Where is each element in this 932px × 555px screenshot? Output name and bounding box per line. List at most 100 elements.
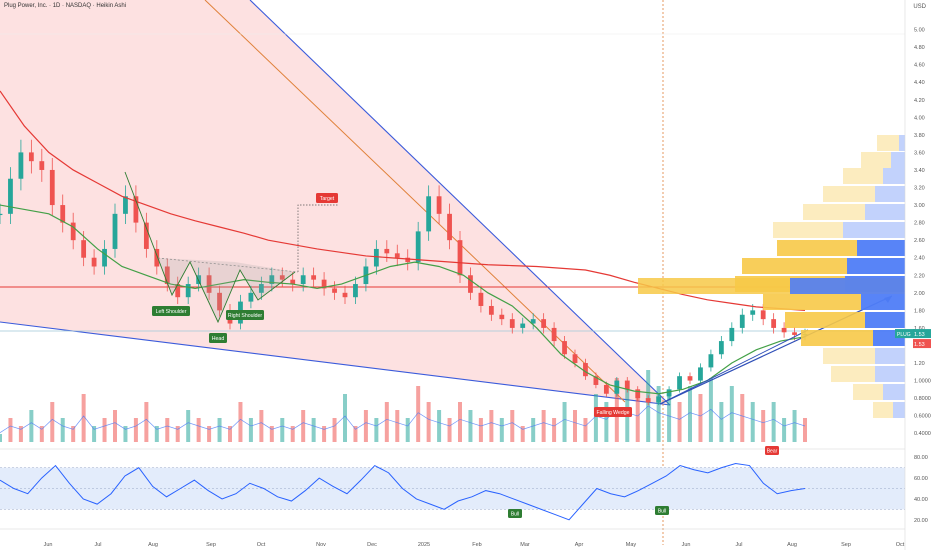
- volume-profile-bar: [801, 330, 873, 346]
- time-axis-label: Aug: [787, 542, 797, 548]
- candle-body: [426, 196, 432, 232]
- volume-bar: [165, 418, 170, 442]
- uptrend-line[interactable]: [659, 329, 809, 405]
- wedge-lower-line[interactable]: [0, 321, 671, 406]
- volume-bar: [541, 410, 546, 442]
- volume-bar: [363, 410, 368, 442]
- candle-body: [645, 398, 651, 403]
- last-price-label-2: 1.53: [914, 342, 925, 348]
- last-price-tag-bg: [913, 329, 931, 339]
- volume-bar: [18, 426, 23, 442]
- candle-body: [290, 279, 296, 285]
- rsi-bull-label-2: Bull: [658, 509, 666, 515]
- volume-bar: [343, 394, 347, 442]
- volume-bar: [573, 410, 577, 442]
- volume-bar: [8, 418, 13, 442]
- candle-body: [624, 380, 630, 390]
- head-label: Head: [212, 336, 225, 342]
- volume-profile-bar: [875, 366, 905, 382]
- volume-profile-bar: [899, 135, 905, 151]
- volume-profile-bar: [883, 384, 905, 400]
- volume-bar: [740, 394, 745, 442]
- volume-bar: [280, 418, 285, 442]
- volume-bar: [604, 402, 609, 442]
- neckline[interactable]: [157, 257, 299, 273]
- price-tick-label: 1.0000: [914, 379, 931, 385]
- target-label: Target: [320, 196, 335, 202]
- candle-body: [353, 284, 358, 298]
- price-tick-label: 4.80: [914, 45, 925, 51]
- price-tick-label: 0.6000: [914, 414, 931, 420]
- falling-wedge-label-bg: [594, 407, 632, 417]
- candle-body: [217, 292, 222, 311]
- candle-body: [677, 376, 682, 390]
- price-tick-label: 2.20: [914, 273, 925, 279]
- time-axis-label: Sep: [206, 542, 216, 548]
- volume-bar: [175, 426, 180, 442]
- candle-body: [415, 231, 421, 263]
- volume-bar: [761, 410, 766, 442]
- price-tick-label: 1.20: [914, 361, 925, 367]
- candle-body: [123, 196, 128, 214]
- volume-bar: [395, 410, 400, 442]
- volume-bar: [0, 434, 2, 442]
- volume-profile-bar: [861, 294, 905, 310]
- price-tick-label: 3.40: [914, 168, 925, 174]
- candle-body: [739, 314, 745, 328]
- candle-body: [562, 341, 567, 355]
- head-shoulders-line[interactable]: [124, 171, 296, 324]
- wedge-upper-line[interactable]: [249, 0, 671, 406]
- rsi-bear-label: Bear: [767, 449, 778, 455]
- candle-body: [49, 169, 55, 206]
- time-axis-label: Jun: [44, 542, 53, 548]
- candle-body: [656, 396, 662, 403]
- volume-bar: [154, 426, 159, 442]
- price-tick-label: 5.00: [914, 28, 925, 34]
- volume-bar: [228, 426, 232, 442]
- volume-bar: [520, 426, 525, 442]
- candle-body: [488, 305, 494, 315]
- price-tick-label: 4.60: [914, 63, 925, 69]
- candle-body: [154, 248, 160, 267]
- volume-bar: [583, 418, 588, 442]
- volume-bar: [332, 418, 337, 442]
- rsi-bull-label-1-bg: [508, 509, 522, 518]
- candle-body: [666, 389, 672, 397]
- volume-bar: [123, 426, 128, 442]
- volume-bar: [92, 426, 97, 442]
- time-axis-label: Sep: [841, 542, 851, 548]
- rsi-tick-label: 40.00: [914, 497, 928, 503]
- last-price-tag-bg: [895, 329, 915, 339]
- volume-profile-bar: [831, 366, 875, 382]
- price-tick-label: 2.80: [914, 221, 925, 227]
- volume-profile-bar: [875, 348, 905, 364]
- candle-body: [635, 389, 641, 399]
- candle-body: [332, 288, 337, 293]
- volume-bar: [708, 378, 713, 442]
- time-axis-label: Feb: [472, 542, 481, 548]
- volume-profile-bar: [823, 186, 875, 202]
- volume-bar: [792, 410, 797, 442]
- symbol-title: Plug Power, Inc. · 1D · NASDAQ · Heikin …: [4, 3, 127, 9]
- rsi-bull-label-2-bg: [655, 506, 669, 515]
- candle-body: [342, 292, 348, 298]
- time-axis-label: Jun: [682, 542, 691, 548]
- candle-body: [583, 363, 588, 377]
- volume-bar: [635, 394, 640, 442]
- volume-bar: [437, 410, 442, 442]
- candle-body: [18, 152, 24, 179]
- rsi-bear-label-bg: [765, 446, 779, 455]
- left-shoulder-label-bg: [152, 306, 190, 316]
- time-axis-label: Nov: [316, 542, 326, 548]
- target-label-bg: [316, 193, 338, 203]
- volume-profile-bar: [777, 240, 857, 256]
- volume-profile-bar: [891, 152, 905, 168]
- volume-profile-poc: [790, 278, 905, 294]
- target-projection[interactable]: [297, 204, 338, 272]
- volume-bar: [39, 426, 44, 442]
- volume-bar: [562, 402, 567, 442]
- volume-profile-bar: [853, 384, 883, 400]
- volume-bar: [552, 418, 557, 442]
